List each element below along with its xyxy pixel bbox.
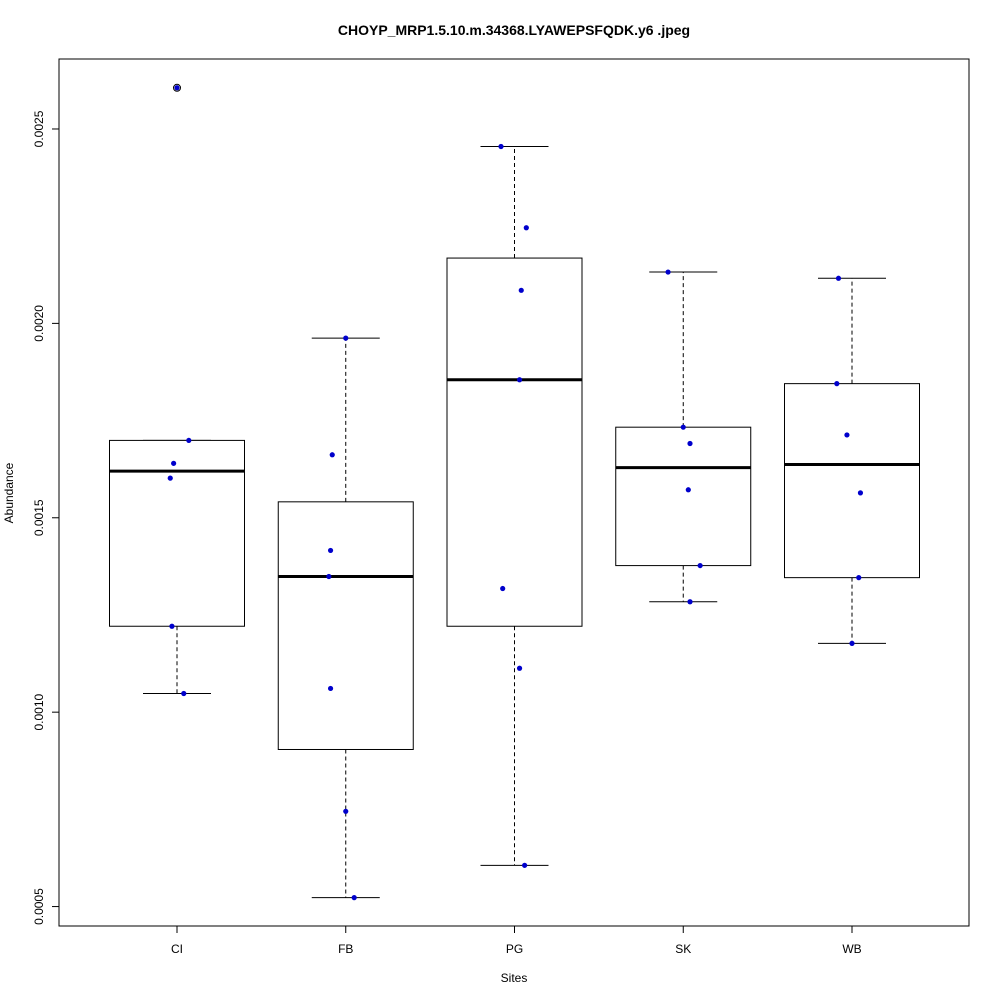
x-axis-label: Sites [501, 971, 528, 985]
data-point [687, 440, 693, 447]
data-point [665, 269, 671, 275]
box-sk [615, 271, 752, 603]
y-tick-label: 0.0025 [32, 110, 46, 147]
data-point [844, 432, 850, 438]
data-point [343, 335, 349, 341]
data-point [500, 585, 506, 592]
data-point [186, 437, 192, 444]
data-point [523, 225, 529, 231]
y-tick-label: 0.0015 [32, 499, 46, 536]
boxes-layer [109, 83, 920, 899]
box-fb [277, 337, 414, 899]
data-point [351, 895, 357, 901]
iqr-box [277, 501, 414, 750]
x-tick-label: CI [171, 942, 183, 956]
iqr-box [446, 257, 583, 627]
data-point [329, 452, 335, 458]
box-ci [109, 83, 245, 695]
data-point [687, 599, 693, 605]
x-tick-label: WB [842, 942, 861, 956]
iqr-box [784, 383, 920, 579]
data-point [181, 690, 187, 697]
x-tick-label: SK [675, 942, 691, 956]
data-point [856, 575, 862, 581]
box-pg [446, 145, 583, 866]
data-point [327, 685, 334, 692]
y-tick-label: 0.0010 [32, 693, 46, 730]
data-point [857, 490, 864, 496]
iqr-box [615, 426, 752, 567]
data-point [498, 143, 504, 150]
chart-title: CHOYP_MRP1.5.10.m.34368.LYAWEPSFQDK.y6 .… [338, 22, 690, 38]
data-point [518, 287, 524, 293]
data-point [835, 275, 842, 281]
data-point [167, 475, 173, 481]
data-point [834, 381, 840, 387]
data-point [522, 862, 528, 868]
data-point [343, 808, 349, 814]
data-point [516, 377, 523, 383]
data-point [516, 665, 523, 671]
data-point [326, 573, 332, 580]
points-layer [167, 85, 864, 901]
data-point [680, 424, 686, 430]
box-wb [784, 277, 920, 644]
data-point [849, 640, 855, 646]
y-tick-label: 0.0005 [32, 888, 46, 925]
data-point [685, 487, 691, 493]
y-axis-label: Abundance [2, 462, 16, 523]
data-point [169, 623, 175, 629]
x-tick-label: FB [338, 942, 353, 956]
data-point [171, 460, 177, 466]
data-point [697, 562, 703, 569]
x-tick-label: PG [506, 942, 523, 956]
data-point [327, 547, 334, 554]
y-axis: 0.0005 0.0010 0.0015 0.0020 0.0025 [32, 110, 60, 925]
data-point [174, 85, 180, 91]
iqr-box [109, 439, 245, 627]
y-tick-label: 0.0020 [32, 305, 46, 342]
x-axis: CI FB PG SK WB [171, 925, 862, 956]
outlier-marker [173, 83, 181, 92]
